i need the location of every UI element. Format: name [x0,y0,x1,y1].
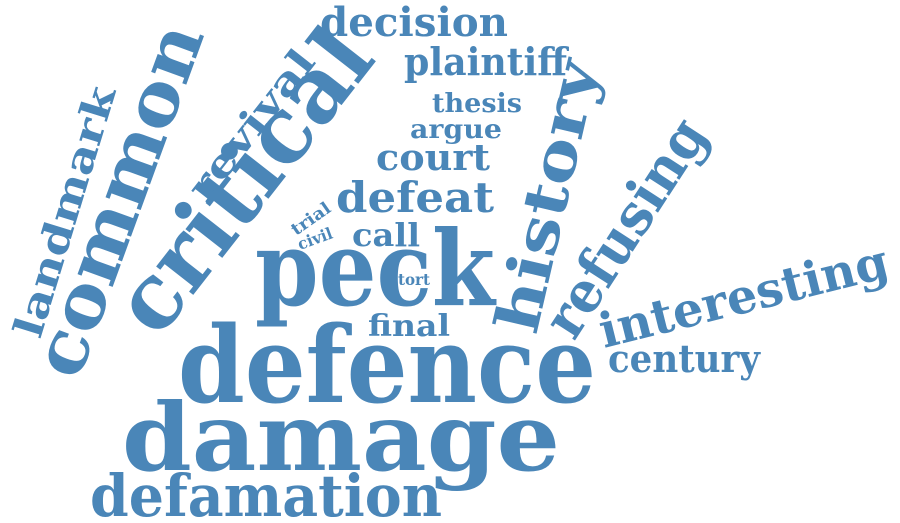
word-call: call [352,216,420,254]
word-century: century [608,336,761,381]
word-final: final [368,309,450,344]
word-decision: decision [320,0,508,46]
word-defence: defence [178,302,596,427]
word-argue: argue [410,115,502,145]
word-damage: damage [122,383,560,493]
word-defamation: defamation [90,462,442,523]
word-court: court [376,137,490,179]
word-peck: peck [255,207,497,330]
word-thesis: thesis [432,89,522,119]
word-defeat: defeat [336,173,495,222]
word-plaintiff: plaintiff [404,39,570,84]
word-tort: tort [398,270,431,289]
